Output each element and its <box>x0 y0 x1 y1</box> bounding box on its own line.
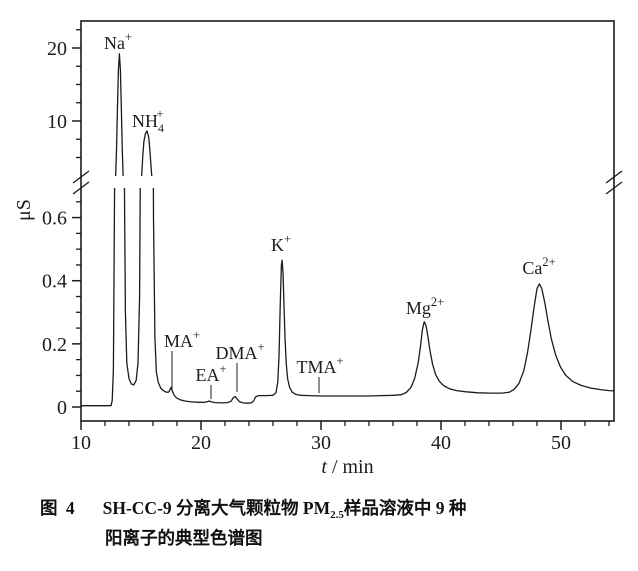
peak-labels: Na+ NH4+ MA+ EA+DMA+ K+ TMA+ Mg2+ Ca2+ <box>104 30 556 399</box>
break-slash <box>72 181 90 195</box>
axis-break-marks <box>72 170 623 195</box>
caption-line-1: 图 4 SH-CC-9 分离大气颗粒物 PM2.5样品溶液中 9 种 <box>40 494 638 524</box>
x-tick-label: 40 <box>431 432 451 454</box>
x-tick-label: 10 <box>71 432 91 454</box>
break-slash <box>72 170 90 184</box>
x-axis-title: t / min <box>321 456 373 478</box>
chromatogram-figure: 10 20 30 40 50 0 0.2 0.4 0.6 10 20 Na+ NH4+ MA+ EA+DM… <box>13 20 623 478</box>
peak-label-NH4+: NH4+ <box>132 107 164 135</box>
caption-line-2: 阳离子的典型色谱图 <box>105 528 263 549</box>
axis-tick-labels: 10 20 30 40 50 0 0.2 0.4 0.6 10 20 <box>42 38 571 454</box>
chromatogram-trace-lower <box>81 188 614 407</box>
plot-border <box>80 20 615 422</box>
peak-label-Ca2+: Ca2+ <box>522 255 555 278</box>
y-lower-tick-label: 0.4 <box>42 271 67 293</box>
break-slash <box>605 170 623 184</box>
x-tick-label: 30 <box>311 432 331 454</box>
axis-ticks <box>72 29 610 430</box>
caption-text-pre: SH-CC-9 分离大气颗粒物 PM <box>102 498 331 518</box>
x-tick-label: 50 <box>551 432 571 454</box>
peak-label-K+: K+ <box>271 232 291 255</box>
caption-text-post: 样品溶液中 9 种 <box>343 498 467 518</box>
peak-label-DMA+: DMA+ <box>215 340 264 363</box>
peak-label-Mg2+: Mg2+ <box>406 295 444 318</box>
y-upper-tick-label: 20 <box>47 38 67 60</box>
y-lower-tick-label: 0.6 <box>42 208 67 230</box>
peak-label-TMA+: TMA+ <box>296 354 343 377</box>
peak-label-EA+: EA+ <box>195 362 226 385</box>
y-axis-title: μS <box>13 199 35 221</box>
y-lower-tick-label: 0.2 <box>42 334 67 356</box>
y-lower-tick-label: 0 <box>57 397 67 419</box>
peak-label-Na+: Na+ <box>104 30 132 53</box>
y-upper-tick-label: 10 <box>47 111 67 133</box>
peak-label-MA+: MA+ <box>164 328 200 351</box>
x-tick-label: 20 <box>191 432 211 454</box>
figure-caption: 图 4 SH-CC-9 分离大气颗粒物 PM2.5样品溶液中 9 种 阳离子的典型… <box>0 494 638 553</box>
caption-subscript: 2.5 <box>330 509 344 521</box>
break-slash <box>605 181 623 195</box>
figure-number: 图 4 <box>40 498 77 518</box>
